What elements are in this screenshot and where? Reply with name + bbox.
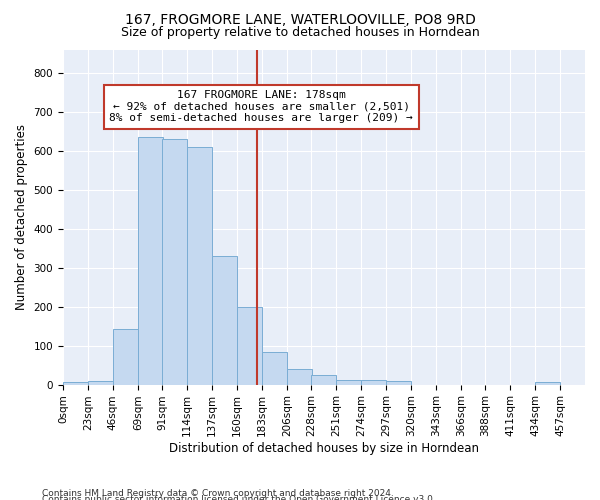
Text: Contains public sector information licensed under the Open Government Licence v3: Contains public sector information licen… <box>42 495 436 500</box>
X-axis label: Distribution of detached houses by size in Horndean: Distribution of detached houses by size … <box>169 442 479 455</box>
Bar <box>535 382 560 384</box>
Bar <box>113 329 138 384</box>
Bar <box>361 380 386 384</box>
Text: Contains HM Land Registry data © Crown copyright and database right 2024.: Contains HM Land Registry data © Crown c… <box>42 488 394 498</box>
Bar <box>138 137 163 384</box>
Bar <box>262 352 287 384</box>
Bar <box>212 256 237 384</box>
Bar <box>88 380 113 384</box>
Bar <box>162 138 187 384</box>
Text: 167 FROGMORE LANE: 178sqm
← 92% of detached houses are smaller (2,501)
8% of sem: 167 FROGMORE LANE: 178sqm ← 92% of detac… <box>109 90 413 124</box>
Bar <box>336 380 361 384</box>
Text: Size of property relative to detached houses in Horndean: Size of property relative to detached ho… <box>121 26 479 39</box>
Bar <box>287 368 312 384</box>
Bar <box>237 307 262 384</box>
Bar <box>63 382 88 384</box>
Y-axis label: Number of detached properties: Number of detached properties <box>15 124 28 310</box>
Bar <box>386 381 411 384</box>
Bar <box>311 375 336 384</box>
Bar <box>187 148 212 384</box>
Text: 167, FROGMORE LANE, WATERLOOVILLE, PO8 9RD: 167, FROGMORE LANE, WATERLOOVILLE, PO8 9… <box>125 12 475 26</box>
